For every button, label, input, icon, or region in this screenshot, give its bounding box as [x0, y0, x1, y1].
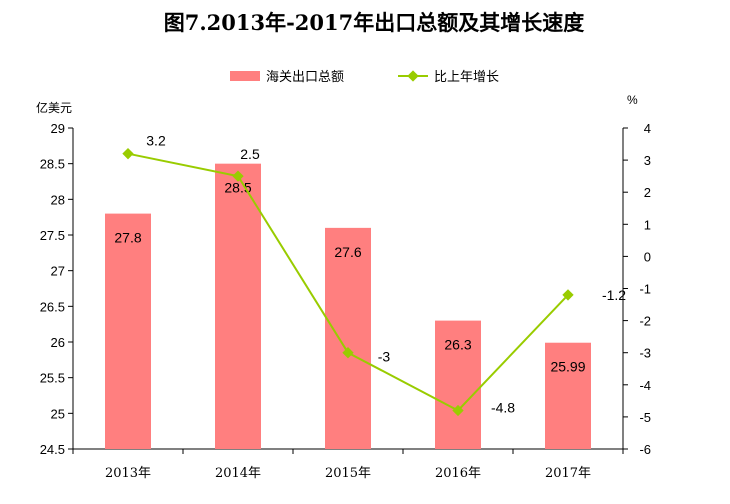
left-axis-unit: 亿美元: [36, 100, 72, 115]
x-tick-label: 2014年: [215, 466, 261, 481]
line-data-label: -1.2: [602, 287, 626, 303]
bar-data-label: 28.5: [224, 180, 251, 196]
bar: [105, 213, 151, 449]
line-point: [232, 170, 244, 182]
right-tick-label: 0: [644, 249, 651, 264]
bar: [325, 227, 371, 449]
line-data-label: 2.5: [240, 146, 260, 162]
left-tick-label: 28: [51, 192, 65, 207]
left-tick-label: 26: [51, 335, 65, 350]
left-tick-label: 27: [51, 264, 65, 279]
right-tick-label: -2: [639, 314, 651, 329]
left-tick-label: 25.5: [40, 371, 65, 386]
line-point: [452, 404, 464, 417]
legend: 海关出口总额 比上年增长: [230, 69, 499, 84]
right-tick-label: 3: [644, 153, 651, 168]
bar-data-label: 26.3: [444, 337, 471, 353]
plot-area: 24.5 25 25.5 26 26.5 27 27.5 28 28.5 29 -6 -5 -4 -3 -2…: [40, 121, 651, 481]
line-point: [562, 289, 574, 301]
left-tick-label: 29: [51, 121, 65, 136]
legend-bar-swatch: [230, 71, 260, 81]
x-tick-label: 2016年: [435, 466, 481, 481]
x-tick-label: 2013年: [105, 466, 151, 481]
left-tick-label: 25: [51, 406, 65, 421]
chart-title: 图7.2013年-2017年出口总额及其增长速度: [164, 10, 585, 35]
right-axis-unit: %: [627, 93, 638, 107]
x-tick-label: 2015年: [325, 466, 371, 481]
line-point: [122, 148, 134, 160]
x-tick-label: 2017年: [545, 466, 591, 481]
right-tick-label: -1: [639, 282, 651, 297]
line-data-label: 3.2: [146, 133, 166, 149]
legend-line-marker: [407, 70, 419, 82]
legend-line-label: 比上年增长: [434, 69, 499, 84]
bar-data-label: 27.6: [334, 244, 361, 260]
line-data-label: -3: [378, 349, 391, 365]
right-tick-label: -6: [639, 442, 651, 457]
bar-data-label: 25.99: [550, 359, 585, 375]
right-tick-label: 4: [644, 121, 651, 136]
bar: [215, 163, 261, 449]
line-data-label: -4.8: [491, 399, 515, 415]
left-tick-label: 24.5: [40, 442, 65, 457]
left-tick-label: 26.5: [40, 299, 65, 314]
bar: [435, 320, 481, 449]
right-tick-label: -4: [639, 378, 651, 393]
legend-bar-label: 海关出口总额: [266, 69, 344, 84]
right-tick-label: 1: [644, 217, 651, 232]
right-tick-label: -3: [639, 346, 651, 361]
right-tick-label: -5: [639, 410, 651, 425]
right-tick-label: 2: [644, 185, 651, 200]
line-point: [342, 347, 354, 359]
left-tick-label: 28.5: [40, 157, 65, 172]
bar: [545, 342, 591, 449]
bar-data-label: 27.8: [114, 230, 141, 246]
left-tick-label: 27.5: [40, 228, 65, 243]
